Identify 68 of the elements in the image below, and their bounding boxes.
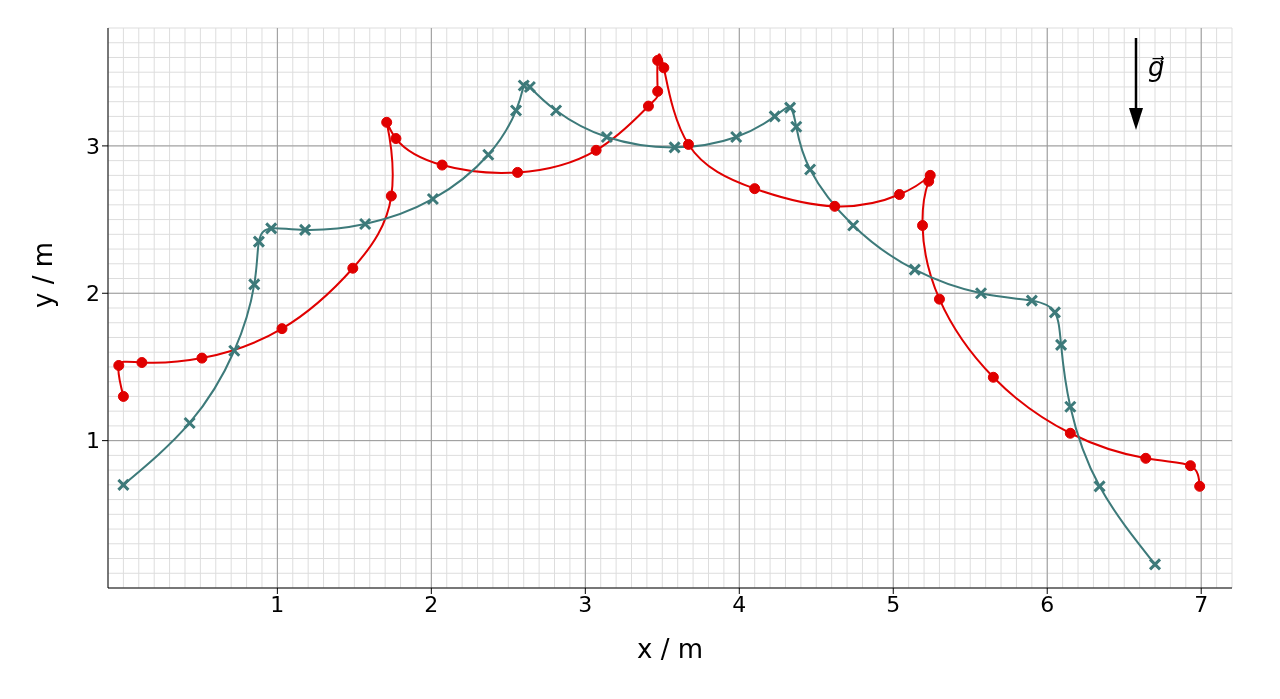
y-tick-label: 1	[86, 428, 100, 454]
point	[390, 133, 402, 145]
point	[682, 138, 694, 150]
point	[298, 223, 312, 237]
point	[1064, 427, 1076, 439]
point	[113, 359, 125, 371]
point	[481, 148, 495, 162]
point	[116, 478, 130, 492]
point	[1025, 294, 1039, 308]
annotation: g⃗	[1148, 52, 1165, 82]
point	[974, 286, 988, 300]
point	[136, 357, 148, 369]
point	[987, 371, 999, 383]
point	[358, 217, 372, 231]
point	[893, 189, 905, 201]
point	[252, 235, 266, 249]
point	[264, 221, 278, 235]
point	[783, 101, 797, 115]
point	[933, 293, 945, 305]
x-axis-title: x / m	[636, 634, 704, 664]
point	[1148, 557, 1162, 571]
point	[590, 144, 602, 156]
point	[276, 323, 288, 335]
point	[1054, 338, 1068, 352]
point	[846, 218, 860, 232]
point	[1093, 479, 1107, 493]
point	[1194, 480, 1206, 492]
point	[658, 62, 670, 74]
x-tick-label: 2	[424, 591, 439, 617]
point	[436, 159, 448, 171]
point	[652, 85, 664, 97]
point	[509, 104, 523, 118]
x-tick-label: 4	[732, 591, 747, 617]
y-tick-label: 2	[86, 281, 100, 307]
point	[385, 190, 397, 202]
point	[196, 352, 208, 364]
point	[117, 390, 129, 402]
point	[247, 277, 261, 291]
point	[829, 200, 841, 212]
point	[1048, 305, 1062, 319]
point	[426, 192, 440, 206]
point	[183, 416, 197, 430]
point	[600, 130, 614, 144]
x-tick-label: 1	[270, 591, 285, 617]
point	[381, 116, 393, 128]
point	[1140, 452, 1152, 464]
x-tick-label: 3	[578, 591, 593, 617]
point	[652, 54, 664, 66]
point	[668, 140, 682, 154]
point	[347, 262, 359, 274]
point	[642, 100, 654, 112]
x-tick-label: 7	[1194, 591, 1209, 617]
y-axis-title: y / m	[28, 241, 59, 308]
point	[512, 166, 524, 178]
point	[1184, 460, 1196, 472]
point	[227, 344, 241, 358]
point	[917, 219, 929, 231]
point	[803, 162, 817, 176]
point	[549, 104, 563, 118]
point	[768, 109, 782, 123]
point	[789, 120, 803, 134]
point	[729, 130, 743, 144]
point	[908, 263, 922, 277]
x-tick-label: 5	[886, 591, 901, 617]
x-tick-label: 6	[1040, 591, 1055, 617]
point	[1063, 400, 1077, 414]
y-tick-label: 3	[86, 133, 100, 159]
point	[749, 183, 761, 195]
